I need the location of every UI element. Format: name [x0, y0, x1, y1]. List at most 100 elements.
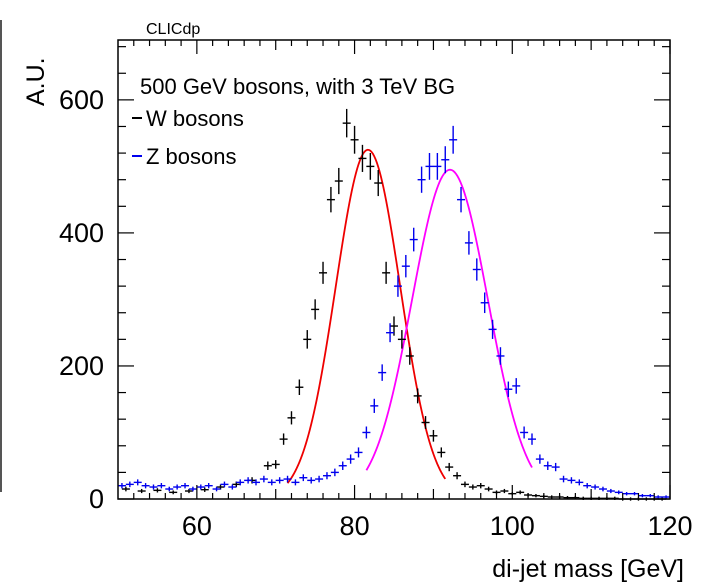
z-data-point — [141, 483, 150, 489]
z-data-point — [299, 474, 308, 482]
z-data-point — [252, 479, 260, 486]
z-data-point — [330, 468, 339, 477]
y-tick-label: 200 — [59, 351, 104, 381]
legend-header: 500 GeV bosons, with 3 TeV BG — [140, 74, 455, 99]
z-data-point — [409, 227, 418, 252]
z-data-point — [472, 258, 481, 281]
w-data-point — [271, 460, 280, 469]
w-data-point — [500, 488, 509, 494]
w-data-point — [342, 108, 351, 138]
w-data-point — [319, 261, 328, 284]
w-data-point — [374, 169, 383, 197]
z-data-point — [583, 483, 592, 489]
z-data-point — [464, 231, 473, 255]
w-data-point — [326, 186, 335, 213]
z-data-point — [559, 475, 568, 483]
z-data-point — [520, 426, 529, 439]
z-data-point — [165, 486, 174, 492]
z-data-point — [346, 454, 355, 464]
z-data-point — [338, 461, 347, 470]
z-data-point — [117, 483, 126, 489]
z-data-point — [283, 475, 292, 483]
w-data-point — [169, 490, 178, 495]
z-data-point — [275, 477, 284, 484]
w-data-point — [397, 330, 406, 349]
z-data-point — [322, 472, 331, 480]
z-data-point — [307, 477, 316, 484]
w-data-point — [453, 472, 462, 480]
w-data-point — [476, 483, 485, 489]
w-data-point — [445, 462, 454, 472]
z-data-point — [181, 483, 190, 489]
z-data-point — [133, 479, 142, 486]
z-data-point — [512, 378, 521, 394]
z-data-point — [236, 479, 245, 486]
w-data-point — [516, 490, 525, 495]
w-data-point — [547, 495, 556, 499]
z-data-point — [188, 486, 197, 492]
z-data-point — [575, 479, 584, 486]
y-tick-label: 600 — [59, 85, 104, 115]
axes: 60 80 100 120 0 200 400 600 — [59, 40, 693, 541]
z-data-point — [535, 454, 544, 464]
z-data-point — [228, 484, 237, 490]
w-data-point — [421, 416, 430, 429]
data-points — [117, 108, 671, 501]
w-data-point — [484, 486, 493, 492]
w-data-point — [405, 347, 414, 365]
w-data-point — [279, 433, 288, 445]
z-data-point — [630, 491, 639, 496]
z-data-point — [157, 483, 166, 489]
z-data-point — [598, 486, 607, 492]
z-data-point — [646, 494, 655, 498]
w-data-point — [303, 330, 312, 349]
z-data-point — [606, 488, 615, 494]
window-edge-bar — [0, 20, 2, 492]
w-data-point — [429, 429, 438, 442]
z-data-point — [354, 447, 363, 458]
z-data-point — [401, 254, 410, 278]
w-data-point — [437, 447, 446, 458]
z-data-point — [449, 125, 458, 154]
w-data-point — [366, 153, 375, 180]
w-data-point — [350, 125, 359, 154]
w-data-point — [358, 144, 367, 172]
z-data-point — [528, 433, 536, 445]
w-data-point — [295, 379, 304, 396]
w-data-point — [311, 299, 320, 320]
z-data-point — [362, 426, 371, 439]
y-tick-label: 0 — [89, 484, 104, 514]
z-data-point — [259, 475, 268, 483]
w-data-point — [137, 488, 146, 494]
fit-curves — [286, 148, 533, 484]
z-data-point — [244, 477, 253, 484]
z-data-point — [441, 146, 450, 174]
z-data-point — [543, 461, 552, 470]
z-data-point — [622, 491, 631, 496]
z-data-point — [370, 398, 379, 413]
y-tick-label: 400 — [59, 218, 104, 248]
z-data-point — [457, 186, 466, 213]
w-data-point — [263, 461, 272, 470]
w-data-point — [153, 488, 162, 493]
z-data-point — [393, 275, 402, 297]
w-data-point — [413, 388, 422, 404]
z-data-point — [638, 494, 647, 498]
z-data-point — [654, 495, 663, 499]
z-data-point — [551, 462, 560, 472]
z-data-point — [662, 495, 671, 499]
clicdp-label: CLICdp — [146, 21, 200, 38]
x-tick-label: 100 — [490, 511, 535, 541]
legend-label-w: W bosons — [146, 106, 244, 131]
z-data-point — [417, 166, 426, 193]
w-fit-curve — [286, 148, 447, 484]
w-data-point — [121, 486, 130, 492]
z-fit-curve — [365, 168, 533, 471]
z-data-point — [567, 477, 576, 484]
z-data-point — [212, 486, 221, 492]
z-data-point — [267, 479, 276, 486]
z-data-point — [149, 484, 158, 490]
w-data-point — [200, 487, 209, 492]
z-data-point — [220, 481, 229, 488]
w-data-point — [531, 494, 540, 498]
